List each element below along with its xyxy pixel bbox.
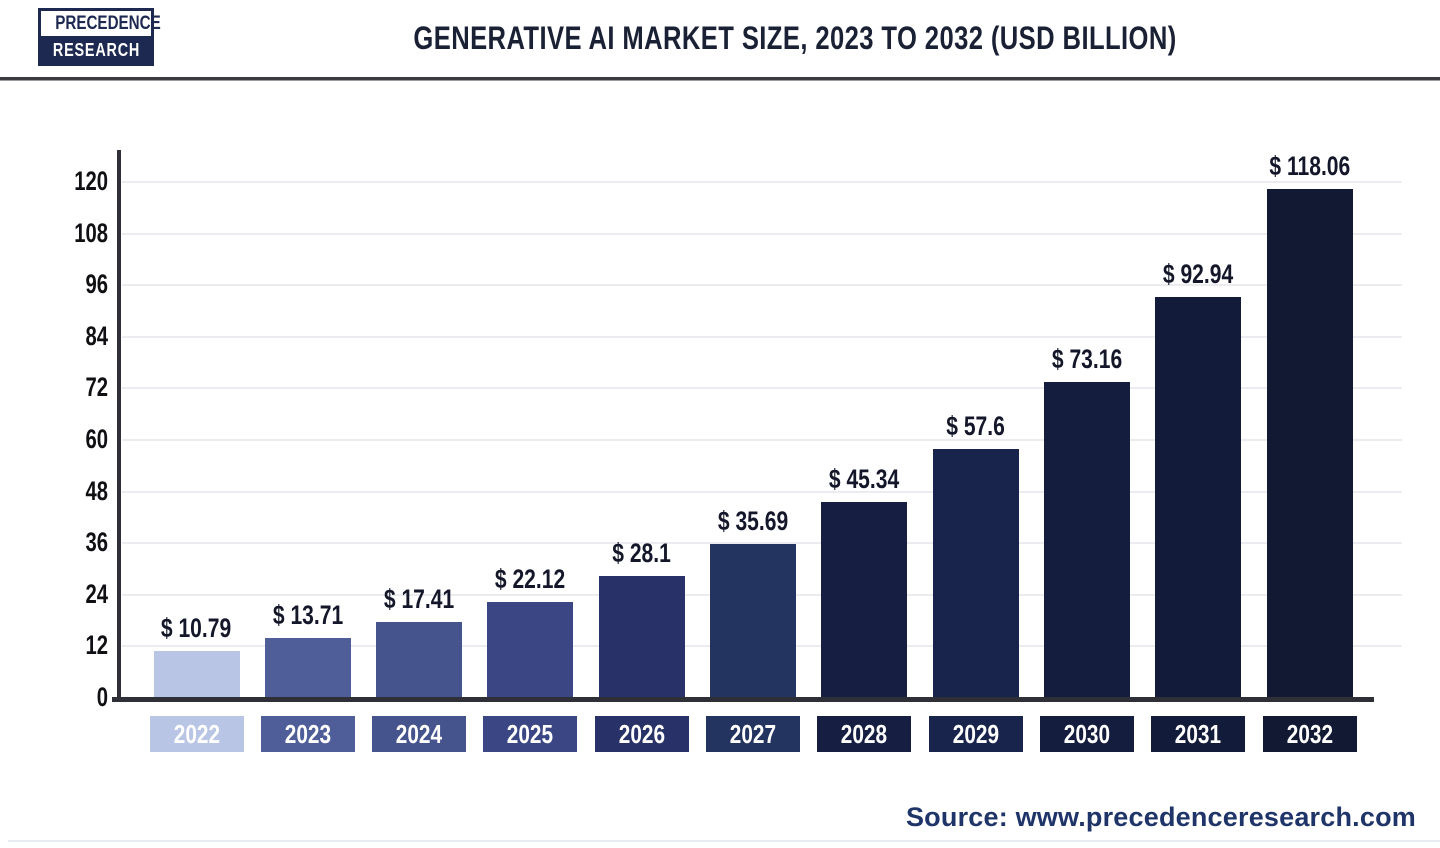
year-label-2024-text: 2024 (395, 719, 443, 749)
y-tick-60: 60 (28, 424, 108, 454)
bar-value-2030-text: $ 73.16 (1051, 344, 1123, 375)
bar-2031 (1155, 297, 1242, 697)
x-axis-line (112, 697, 1374, 702)
bar-value-2027-text: $ 35.69 (717, 505, 789, 536)
y-tick-48: 48 (28, 476, 108, 506)
bottom-hairline (8, 840, 1440, 842)
bar-2026 (598, 576, 685, 697)
year-label-2030-text: 2030 (1063, 719, 1111, 749)
y-tick-84-text: 84 (85, 320, 108, 351)
y-tick-84: 84 (28, 321, 108, 351)
y-tick-0-text: 0 (96, 682, 108, 712)
bar-value-2024: $ 17.41 (339, 584, 499, 614)
gridline-72 (122, 387, 1402, 390)
bar-value-2028-text: $ 45.34 (829, 464, 900, 495)
year-label-2025-text: 2025 (507, 719, 554, 749)
y-tick-0: 0 (28, 682, 108, 712)
year-label-2026: 2026 (594, 716, 689, 752)
bar-value-2028: $ 45.34 (784, 464, 944, 494)
year-label-2032-text: 2032 (1286, 719, 1333, 749)
y-tick-108: 108 (28, 218, 108, 248)
gridline-36 (122, 542, 1402, 545)
bar-value-2032: $ 118.06 (1230, 151, 1390, 181)
y-tick-72: 72 (28, 372, 108, 402)
bar-2027 (710, 543, 796, 697)
year-label-2030: 2030 (1039, 716, 1134, 752)
y-tick-36: 36 (28, 527, 108, 557)
gridline-48 (122, 490, 1402, 493)
y-tick-96: 96 (28, 269, 108, 299)
bar-2029 (932, 449, 1019, 697)
year-label-2029: 2029 (928, 716, 1023, 752)
bar-2032 (1266, 189, 1353, 697)
bar-2024 (376, 622, 463, 697)
bar-value-2023-text: $ 13.71 (272, 600, 343, 631)
y-tick-24-text: 24 (85, 578, 108, 609)
source-attribution: Source: www.precedenceresearch.com (905, 802, 1416, 832)
bar-value-2029-text: $ 57.6 (946, 411, 1005, 442)
year-label-2026-text: 2026 (618, 719, 665, 749)
year-label-2025: 2025 (483, 716, 578, 752)
bar-value-2024-text: $ 17.41 (383, 584, 455, 615)
y-tick-36-text: 36 (85, 527, 108, 558)
bar-value-2031: $ 92.94 (1118, 259, 1278, 289)
logo-bottom-text: RESEARCH (38, 36, 154, 66)
year-label-2023-text: 2023 (284, 719, 331, 749)
bar-value-2027: $ 35.69 (673, 506, 833, 536)
gridline-84 (122, 335, 1402, 338)
year-label-2022-text: 2022 (173, 719, 220, 749)
bar-2022 (153, 650, 240, 697)
y-tick-120: 120 (28, 166, 108, 196)
gridline-120 (122, 181, 1402, 183)
bar-2023 (264, 638, 351, 697)
bar-2025 (487, 601, 574, 697)
year-label-2028: 2028 (817, 716, 912, 752)
year-label-2027-text: 2027 (729, 719, 777, 749)
bar-value-2025: $ 22.12 (450, 564, 610, 594)
bar-value-2022: $ 10.79 (117, 613, 277, 643)
year-label-2022: 2022 (149, 716, 244, 752)
year-label-2023: 2023 (260, 716, 355, 752)
gridline-108 (122, 232, 1402, 235)
gridline-96 (122, 284, 1402, 287)
y-tick-24: 24 (28, 579, 108, 609)
y-tick-72-text: 72 (85, 372, 108, 403)
page-title: GENERATIVE AI MARKET SIZE, 2023 TO 2032 … (413, 20, 1177, 56)
y-tick-120-text: 120 (74, 166, 108, 196)
bar-value-2026-text: $ 28.1 (612, 538, 671, 569)
precedence-research-logo: PRECEDENCE RESEARCH (38, 8, 161, 66)
year-label-2024: 2024 (372, 716, 467, 752)
year-label-2032: 2032 (1262, 716, 1357, 752)
y-tick-48-text: 48 (85, 475, 108, 506)
year-label-2027: 2027 (706, 716, 800, 752)
bar-value-2025-text: $ 22.12 (495, 563, 566, 594)
bar-2030 (1043, 382, 1130, 697)
bar-value-2029: $ 57.6 (896, 411, 1056, 441)
title-wrap: GENERATIVE AI MARKET SIZE, 2023 TO 2032 … (150, 20, 1440, 57)
y-tick-12-text: 12 (85, 630, 108, 661)
bar-value-2031-text: $ 92.94 (1163, 259, 1234, 290)
y-tick-60-text: 60 (85, 424, 108, 454)
logo-top-text: PRECEDENCE (38, 8, 161, 36)
bar-2028 (821, 502, 908, 697)
bar-value-2026: $ 28.1 (562, 538, 722, 568)
y-tick-108-text: 108 (74, 217, 108, 248)
gridline-60 (122, 439, 1402, 441)
y-tick-12: 12 (28, 630, 108, 660)
year-label-2029-text: 2029 (952, 719, 999, 749)
year-label-2031: 2031 (1151, 716, 1246, 752)
y-axis-line (117, 150, 121, 702)
bar-value-2032-text: $ 118.06 (1269, 151, 1350, 182)
header-divider (0, 77, 1440, 81)
year-label-2031-text: 2031 (1175, 719, 1222, 749)
bar-value-2030: $ 73.16 (1007, 344, 1167, 374)
bar-value-2023: $ 13.71 (228, 600, 388, 630)
y-tick-96-text: 96 (85, 269, 108, 300)
year-label-2028-text: 2028 (841, 719, 888, 749)
bar-value-2022-text: $ 10.79 (161, 612, 232, 643)
